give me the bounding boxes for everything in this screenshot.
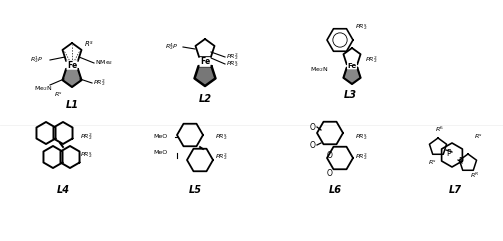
Text: O: O (327, 168, 333, 178)
Text: O: O (310, 141, 316, 149)
Text: $PR^2_2$: $PR^2_2$ (226, 52, 239, 62)
Text: L1: L1 (65, 100, 78, 110)
Text: $R^R$: $R^R$ (470, 170, 480, 180)
Text: $PR^s_2$: $PR^s_2$ (215, 132, 228, 142)
Text: L5: L5 (189, 185, 202, 195)
Text: Me$_2$N: Me$_2$N (310, 66, 328, 74)
Text: P: P (459, 158, 463, 167)
Text: L3: L3 (344, 90, 357, 100)
Polygon shape (344, 68, 361, 84)
Text: L7: L7 (449, 185, 461, 195)
Text: $R^s$: $R^s$ (428, 159, 437, 167)
Text: L6: L6 (328, 185, 342, 195)
Text: $PR^2_2$: $PR^2_2$ (365, 55, 378, 65)
Text: L2: L2 (199, 94, 211, 104)
Text: $R^4_2P$: $R^4_2P$ (165, 42, 179, 52)
Text: $PR^s_2$: $PR^s_2$ (80, 150, 93, 160)
Polygon shape (195, 66, 215, 86)
Text: NMe$_2$: NMe$_2$ (95, 59, 113, 67)
Text: L4: L4 (56, 185, 69, 195)
Text: $PR^2_2$: $PR^2_2$ (215, 152, 228, 162)
Text: O: O (327, 150, 333, 160)
Text: $PR^2_2$: $PR^2_2$ (80, 132, 93, 142)
Text: $R^s$: $R^s$ (473, 133, 482, 141)
Text: Me$_2$N: Me$_2$N (34, 85, 52, 94)
Text: $PR^2_2$: $PR^2_2$ (355, 152, 368, 162)
Text: Fe: Fe (200, 58, 210, 67)
Text: MeO: MeO (153, 150, 167, 155)
Text: Fe: Fe (67, 60, 77, 69)
Text: $R^1_2P$: $R^1_2P$ (30, 55, 43, 65)
Text: Fe: Fe (348, 63, 357, 69)
Text: $PR^s_2$: $PR^s_2$ (226, 59, 239, 69)
Text: MeO: MeO (153, 134, 167, 140)
Text: $R^6$: $R^6$ (436, 124, 445, 134)
Text: $PR^s_2$: $PR^s_2$ (355, 22, 368, 32)
Text: O: O (310, 122, 316, 132)
Text: $PR^s_2$: $PR^s_2$ (355, 132, 368, 142)
Polygon shape (62, 69, 81, 87)
Text: $PR^2_2$: $PR^2_2$ (93, 78, 106, 88)
Text: $R^s$: $R^s$ (84, 39, 94, 49)
Text: P: P (447, 149, 451, 159)
Text: $R^s$: $R^s$ (54, 91, 63, 99)
